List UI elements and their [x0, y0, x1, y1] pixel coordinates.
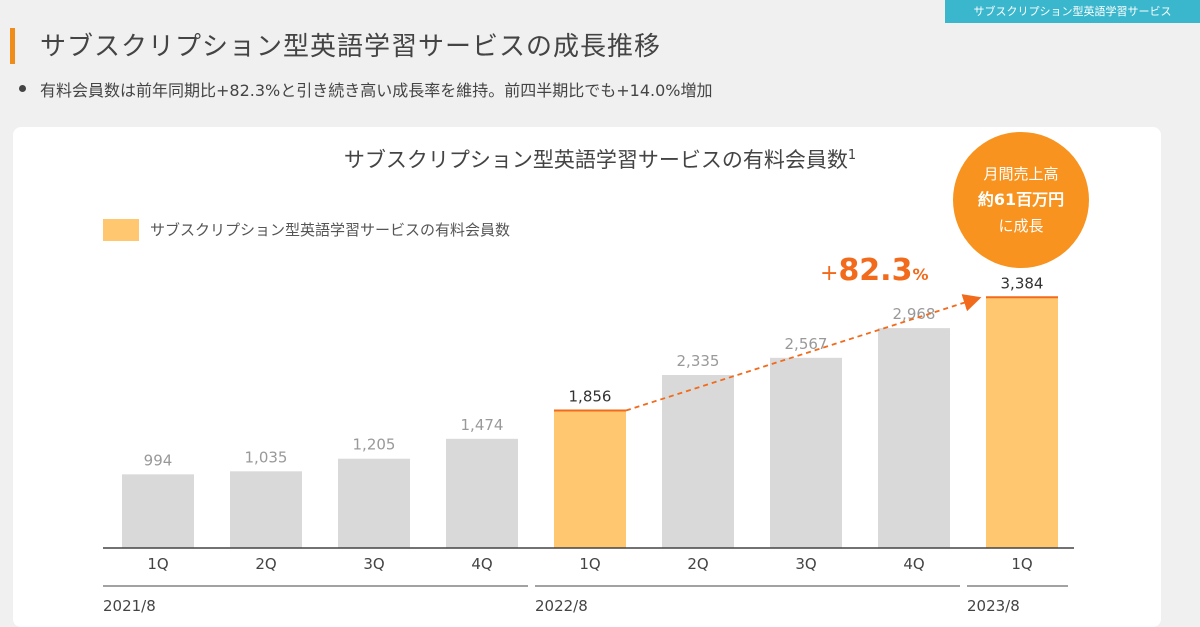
x-tick-7: 3Q	[795, 555, 816, 573]
period-label-2: 2022/8	[535, 597, 588, 615]
x-tick-6: 2Q	[687, 555, 708, 573]
legend-label: サブスクリプション型英語学習サービスの有料会員数	[150, 221, 511, 239]
bar-7	[770, 357, 842, 548]
bar-5	[554, 410, 626, 548]
revenue-callout-bubble: 月間売上高 約61百万円 に成長	[953, 132, 1089, 268]
value-label-3: 1,205	[353, 436, 396, 454]
growth-arrow	[625, 294, 982, 412]
summary-bullet: 有料会員数は前年同期比+82.3%と引き続き高い成長率を維持。前四半期比でも+1…	[40, 81, 713, 100]
value-label-8: 2,968	[893, 305, 936, 323]
bar-8	[878, 328, 950, 548]
chart-title-footnote: 1	[847, 148, 857, 163]
bar-2	[230, 471, 302, 548]
chart-title: サブスクリプション型英語学習サービスの有料会員数1	[0, 144, 1200, 174]
value-label-9: 3,384	[1001, 274, 1044, 292]
x-tick-1: 1Q	[147, 555, 168, 573]
callout-line2: 約61百万円	[977, 190, 1065, 209]
section-tag: サブスクリプション型英語学習サービス	[945, 0, 1200, 23]
bar-6	[662, 375, 734, 548]
period-label-3: 2023/8	[967, 597, 1020, 615]
bullet-icon	[19, 85, 26, 92]
x-tick-8: 4Q	[903, 555, 924, 573]
x-tick-5: 1Q	[579, 555, 600, 573]
x-tick-9: 1Q	[1011, 555, 1032, 573]
value-label-7: 2,567	[785, 335, 828, 353]
value-label-4: 1,474	[461, 416, 504, 434]
value-label-1: 994	[144, 451, 173, 469]
growth-plus: +	[820, 261, 839, 286]
growth-value: 82.3	[838, 253, 913, 288]
bar-4	[446, 438, 518, 548]
growth-unit: %	[912, 265, 929, 284]
value-label-6: 2,335	[677, 352, 720, 370]
x-tick-2: 2Q	[255, 555, 276, 573]
bar-9	[986, 297, 1058, 548]
legend-swatch	[103, 219, 139, 241]
callout-line3: に成長	[998, 217, 1044, 235]
x-tick-3: 3Q	[363, 555, 384, 573]
value-label-2: 1,035	[245, 448, 288, 466]
callout-line1: 月間売上高	[983, 165, 1059, 183]
growth-rate-label: +82.3%	[820, 253, 929, 288]
bar-1	[122, 474, 194, 548]
value-label-5: 1,856	[569, 387, 612, 405]
x-tick-4: 4Q	[471, 555, 492, 573]
period-label-1: 2021/8	[103, 597, 156, 615]
bar-3	[338, 458, 410, 548]
page-title: サブスクリプション型英語学習サービスの成長推移	[40, 32, 662, 62]
chart-title-text: サブスクリプション型英語学習サービスの有料会員数	[343, 148, 848, 172]
title-accent-bar	[10, 28, 15, 64]
